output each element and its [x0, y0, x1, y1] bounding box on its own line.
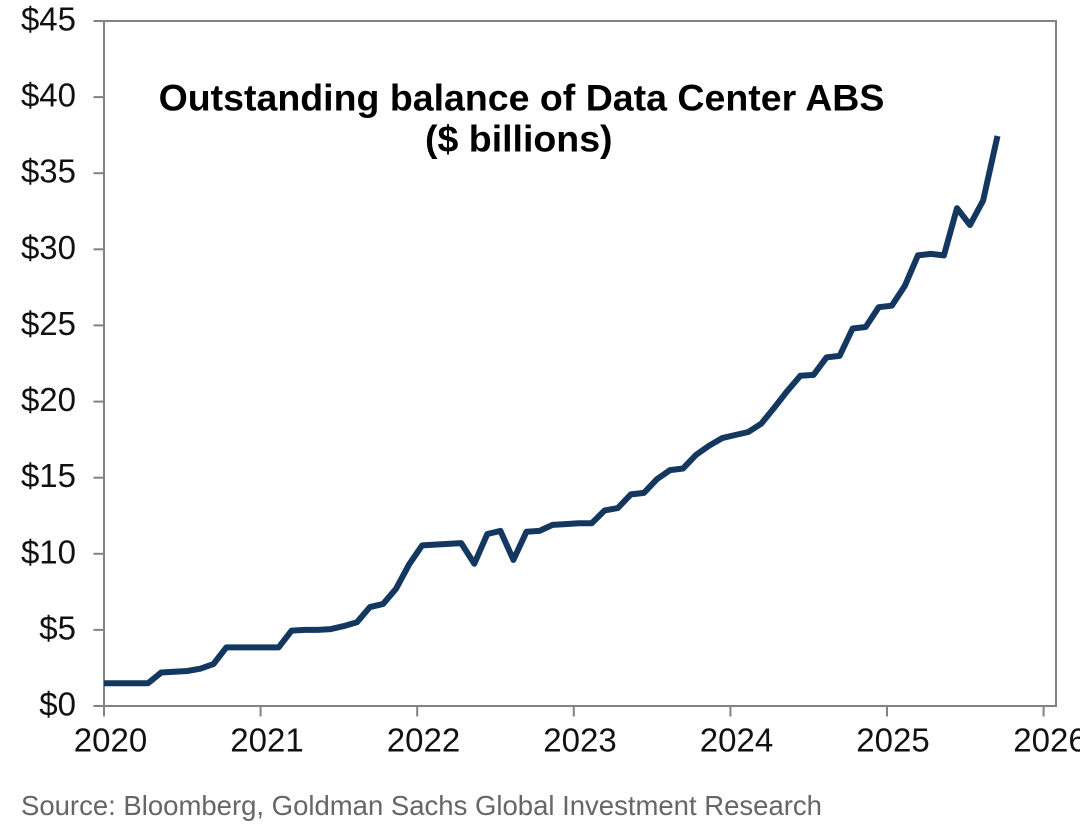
svg-text:2021: 2021	[230, 722, 303, 759]
svg-text:2026: 2026	[1013, 722, 1080, 759]
svg-text:$10: $10	[21, 533, 76, 570]
svg-text:Outstanding balance of Data Ce: Outstanding balance of Data Center ABS	[159, 77, 885, 119]
svg-text:2024: 2024	[700, 722, 773, 759]
svg-text:$15: $15	[21, 457, 76, 494]
svg-text:2020: 2020	[74, 722, 147, 759]
svg-text:$45: $45	[21, 1, 76, 38]
svg-text:Source: Bloomberg, Goldman Sac: Source: Bloomberg, Goldman Sachs Global …	[21, 790, 822, 821]
svg-text:$0: $0	[39, 686, 76, 723]
svg-text:($ billions): ($ billions)	[425, 118, 613, 160]
svg-text:$35: $35	[21, 153, 76, 190]
svg-text:$25: $25	[21, 305, 76, 342]
svg-text:$40: $40	[21, 77, 76, 114]
svg-text:2023: 2023	[543, 722, 616, 759]
svg-text:$20: $20	[21, 381, 76, 418]
svg-text:$30: $30	[21, 229, 76, 266]
svg-text:$5: $5	[39, 609, 76, 646]
svg-text:2022: 2022	[387, 722, 460, 759]
svg-text:2025: 2025	[856, 722, 929, 759]
